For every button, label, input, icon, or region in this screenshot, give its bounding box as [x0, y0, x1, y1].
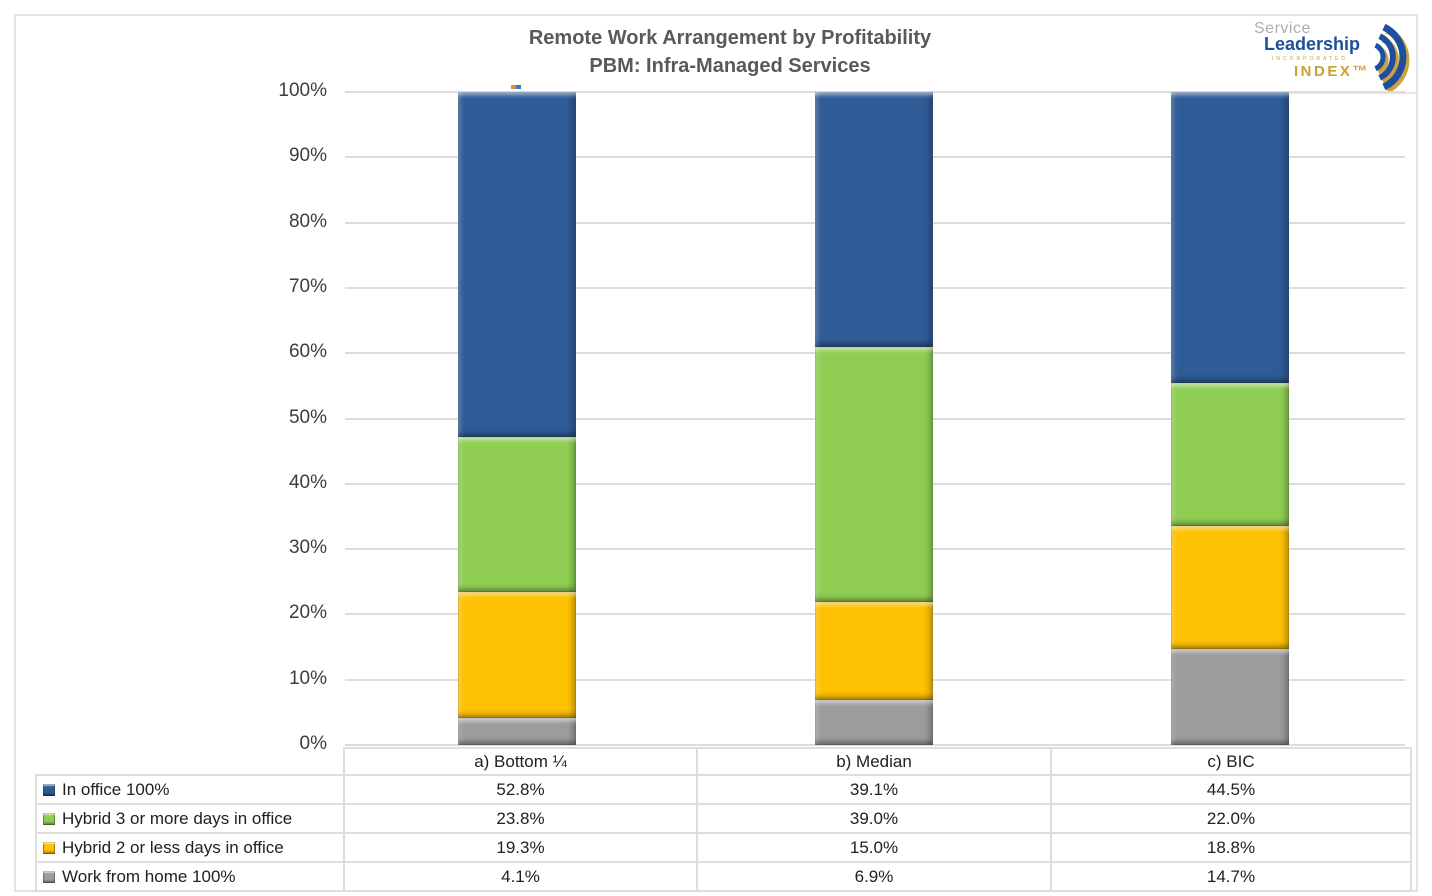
- chart-title-line2: PBM: Infra-Managed Services: [589, 55, 871, 77]
- stacked-bar-3: [1171, 92, 1289, 745]
- legend-swatch: [43, 812, 55, 825]
- bar-segment: [815, 601, 933, 700]
- logo-leadership-text: Leadership: [1264, 34, 1361, 54]
- bar-segment: [1171, 526, 1289, 649]
- table-cell: 44.5%: [1052, 776, 1412, 805]
- logo-service-text: Service: [1254, 20, 1311, 37]
- y-tick-label: 70%: [288, 275, 327, 297]
- y-tick-label: 50%: [288, 406, 327, 428]
- table-corner-cell: [35, 747, 345, 776]
- table-cell: 39.1%: [698, 776, 1052, 805]
- table-cell: 19.3%: [345, 834, 698, 863]
- y-tick-label: 10%: [288, 667, 327, 689]
- y-tick-label: 80%: [288, 210, 327, 232]
- stacked-bar-1: [458, 85, 576, 745]
- bar-segment: [815, 347, 933, 602]
- data-table: a) Bottom ¼ b) Median c) BIC In office 1…: [35, 747, 1412, 892]
- table-cell: 14.7%: [1052, 863, 1412, 892]
- bar-segment: [458, 92, 576, 437]
- bar-segment: [1171, 648, 1289, 745]
- legend-label: Work from home 100%: [62, 866, 236, 886]
- y-tick-label: 40%: [288, 471, 327, 493]
- legend-label: In office 100%: [62, 779, 170, 799]
- logo-waves-icon: [1374, 23, 1410, 94]
- y-tick-label: 90%: [288, 145, 327, 167]
- y-tick-label: 100%: [278, 80, 327, 101]
- service-leadership-index-logo: Service Leadership INCORPORATED INDEX™: [1250, 18, 1418, 94]
- legend-label: Hybrid 3 or more days in office: [62, 808, 293, 828]
- table-cell: 18.8%: [1052, 834, 1412, 863]
- legend-item-in-office: In office 100%: [35, 776, 345, 805]
- table-cell: 39.0%: [698, 805, 1052, 834]
- legend-item-work-from-home: Work from home 100%: [35, 863, 345, 892]
- table-cell: 52.8%: [345, 776, 698, 805]
- y-tick-label: 20%: [288, 602, 327, 624]
- y-tick-label: 0%: [299, 733, 327, 754]
- bar-segment: [458, 592, 576, 719]
- y-tick-label: 30%: [288, 537, 327, 559]
- table-cell: 15.0%: [698, 834, 1052, 863]
- legend-label: Hybrid 2 or less days in office: [62, 837, 284, 857]
- gridline: [345, 744, 1405, 746]
- chart-title-line1: Remote Work Arrangement by Profitability: [528, 27, 932, 49]
- bar-segment: [1171, 92, 1289, 383]
- table-cell: 22.0%: [1052, 805, 1412, 834]
- legend-item-hybrid-2-less: Hybrid 2 or less days in office: [35, 834, 345, 863]
- artifact-dot: [511, 85, 521, 89]
- chart-title: Remote Work Arrangement by Profitability…: [30, 24, 1430, 80]
- plot-area: 100% 90% 80% 70% 60% 50% 40% 30% 20% 10% 0%: [278, 80, 1405, 754]
- bar-segment: [458, 718, 576, 745]
- table-header-median: b) Median: [698, 747, 1052, 776]
- legend-item-hybrid-3-plus: Hybrid 3 or more days in office: [35, 805, 345, 834]
- table-cell: 6.9%: [698, 863, 1052, 892]
- bar-segment: [815, 699, 933, 745]
- table-cell: 4.1%: [345, 863, 698, 892]
- bar-segment: [815, 92, 933, 348]
- legend-swatch: [43, 841, 55, 854]
- logo-index-text: INDEX™: [1294, 63, 1370, 80]
- stacked-bar-2: [815, 92, 933, 745]
- y-tick-label: 60%: [288, 341, 327, 363]
- table-cell: 23.8%: [345, 805, 698, 834]
- logo-incorporated-text: INCORPORATED: [1272, 56, 1348, 62]
- bar-segment: [1171, 382, 1289, 527]
- table-header-bottom-quartile: a) Bottom ¼: [345, 747, 698, 776]
- table-header-bic: c) BIC: [1052, 747, 1412, 776]
- bar-segment: [458, 436, 576, 593]
- legend-swatch: [43, 783, 55, 796]
- legend-swatch: [43, 870, 55, 883]
